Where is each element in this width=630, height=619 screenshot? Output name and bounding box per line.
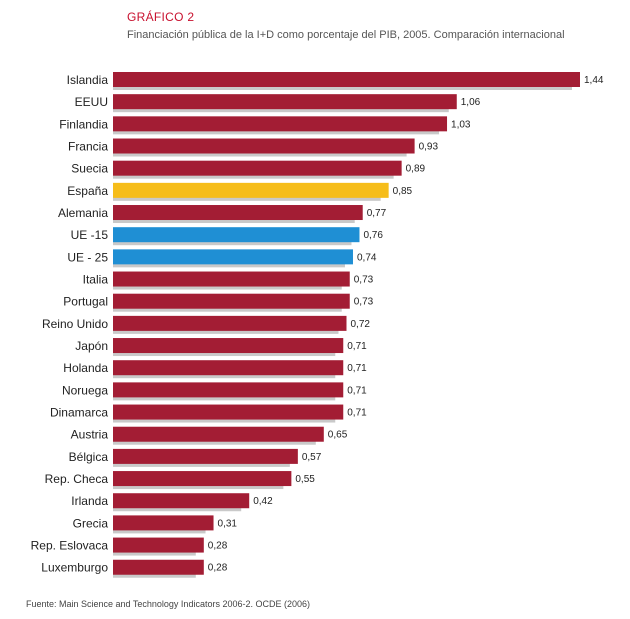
value-label: 0,55 [295,474,315,485]
category-label: Japón [75,339,108,353]
value-label: 0,93 [419,142,439,153]
value-label: 0,73 [354,275,374,286]
source-note: Fuente: Main Science and Technology Indi… [26,599,310,609]
value-label: 0,89 [406,164,426,175]
category-label: Grecia [73,516,109,530]
category-label: UE - 25 [67,250,108,264]
category-label: Luxemburgo [41,561,108,575]
value-label: 0,71 [347,363,367,374]
value-label: 0,74 [357,252,377,263]
bar [113,72,580,87]
category-label: Francia [68,140,108,154]
category-label: Dinamarca [50,406,108,420]
bar [113,138,415,154]
bar [113,426,324,442]
bar [113,182,389,198]
bar [113,271,350,287]
value-label: 0,28 [208,541,228,552]
category-label: Islandia [67,73,109,87]
bar [113,293,350,309]
bar [113,116,448,132]
chart-title: Financiación pública de la I+D como porc… [127,29,565,41]
bar [113,559,204,575]
value-label: 0,85 [393,186,413,197]
bar [113,315,347,331]
category-label: Suecia [71,162,108,176]
bar [113,249,353,265]
category-label: Rep. Checa [45,472,109,486]
value-label: 0,72 [351,319,371,330]
category-label: España [67,184,108,198]
category-label: Noruega [62,383,108,397]
bar [113,404,344,420]
value-label: 1,44 [584,75,604,86]
category-label: Holanda [63,361,108,375]
bar [113,360,344,376]
value-label: 0,71 [347,408,367,419]
value-label: 0,76 [363,230,383,241]
category-label: Bélgica [69,450,109,464]
bar [113,94,457,110]
bar [113,448,298,464]
category-label: Alemania [58,206,108,220]
value-label: 0,65 [328,430,348,441]
value-label: 0,73 [354,297,374,308]
bar [113,338,344,354]
bar [113,227,360,243]
value-label: 0,31 [218,518,238,529]
bar [113,537,204,553]
value-label: 1,06 [461,97,481,108]
category-label: Irlanda [71,494,108,508]
value-label: 0,28 [208,563,228,574]
bar [113,160,402,176]
value-label: 0,71 [347,341,367,352]
category-label: Portugal [63,295,108,309]
value-label: 0,71 [347,385,367,396]
value-label: 0,42 [253,496,273,507]
bar [113,515,214,531]
bar [113,382,344,398]
category-label: Italia [83,273,109,287]
category-label: Rep. Eslovaca [31,539,109,553]
value-label: 0,77 [367,208,387,219]
bar-chart: Islandia 1,44 EEUU 1,06 Finlandia 1,03 Francia… [31,72,604,578]
value-label: 0,57 [302,452,322,463]
value-label: 1,03 [451,119,471,130]
category-label: Finlandia [59,117,108,131]
bar [113,493,250,509]
chart-heading: GRÁFICO 2 Financiación pública de la I+D… [127,10,622,41]
category-label: Austria [71,428,109,442]
category-label: EEUU [75,95,108,109]
bar [113,471,292,487]
bar [113,205,363,221]
category-label: UE -15 [71,228,109,242]
category-label: Reino Unido [42,317,108,331]
chart-number-label: GRÁFICO 2 [127,10,195,24]
